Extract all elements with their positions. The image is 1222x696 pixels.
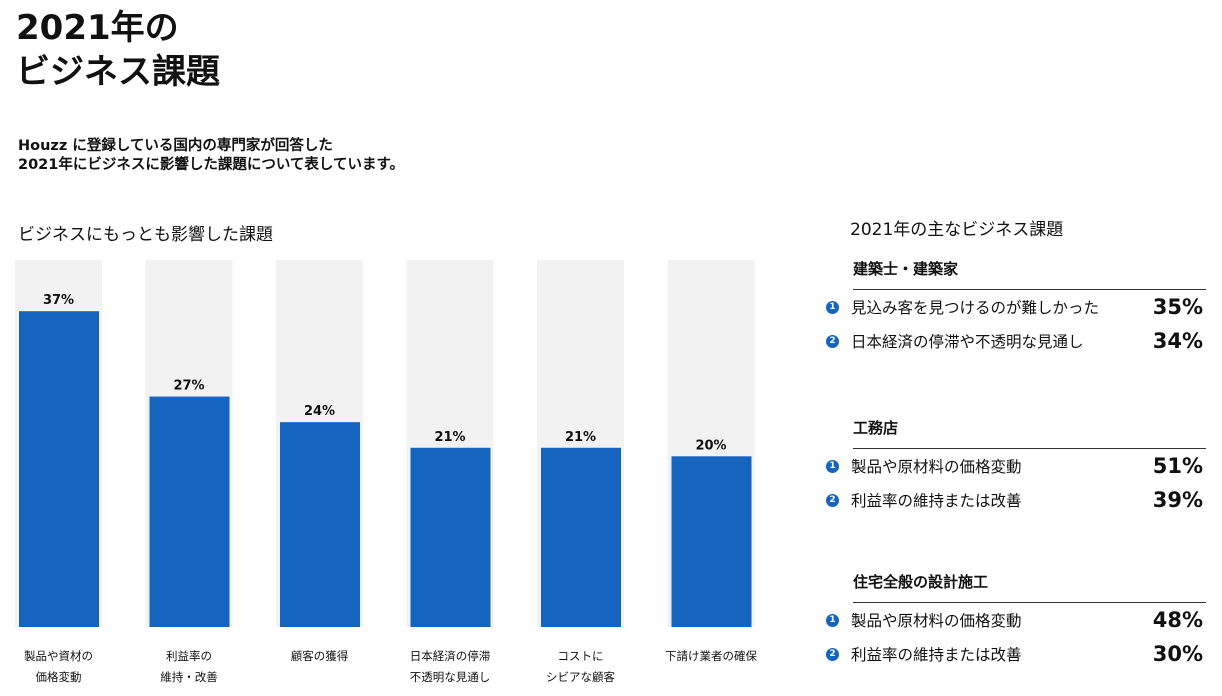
list-item: 1 見込み客を見つけるのが難しかった 35% bbox=[826, 290, 1206, 324]
category-label-line: シビアな顧客 bbox=[546, 670, 615, 684]
page-title: 2021年の ビジネス課題 bbox=[16, 6, 220, 94]
number-badge: 2 bbox=[826, 493, 839, 507]
category-label-line: 顧客の獲得 bbox=[290, 649, 349, 663]
category-label: 顧客の獲得 bbox=[265, 646, 375, 667]
item-label: 日本経済の停滞や不透明な見通し bbox=[851, 333, 1084, 351]
description-line-2: 2021年にビジネスに影響した課題について表しています。 bbox=[18, 157, 405, 173]
bar bbox=[149, 396, 230, 627]
item-label: 製品や原材料の価格変動 bbox=[851, 612, 1022, 630]
side-title: 2021年の主なビジネス課題 bbox=[850, 220, 1064, 240]
category-label-line: 利益率の bbox=[166, 649, 212, 663]
description-line-1: Houzz に登録している国内の専門家が回答した bbox=[18, 138, 333, 154]
category-label: 利益率の 維持・改善 bbox=[134, 646, 244, 688]
bar bbox=[19, 311, 99, 627]
title-line-2: ビジネス課題 bbox=[16, 52, 220, 92]
category-label-line: 価格変動 bbox=[35, 670, 82, 684]
description: Houzz に登録している国内の専門家が回答した 2021年にビジネスに影響した… bbox=[18, 137, 404, 175]
bar bbox=[541, 447, 621, 627]
category-label: 下請け業者の確保 bbox=[656, 646, 766, 667]
category-label-line: 下請け業者の確保 bbox=[665, 649, 757, 663]
item-label: 製品や原材料の価格変動 bbox=[851, 458, 1022, 476]
number-badge: 2 bbox=[826, 334, 839, 348]
category-label: コストにシビアな顧客 bbox=[526, 646, 636, 688]
section-contractors: 工務店 1 製品や原材料の価格変動 51% 2 利益率の維持または改善 39% bbox=[826, 414, 1206, 517]
item-label: 利益率の維持または改善 bbox=[851, 646, 1022, 664]
data-label: 20% bbox=[695, 438, 726, 453]
bar bbox=[410, 447, 491, 627]
category-label: 製品や資材の 価格変動 bbox=[4, 646, 114, 688]
number-badge: 2 bbox=[826, 647, 839, 661]
item-value: 30% bbox=[1152, 642, 1203, 666]
data-label: 27% bbox=[173, 379, 204, 394]
data-label: 37% bbox=[43, 293, 74, 308]
item-value: 34% bbox=[1152, 329, 1203, 353]
item-value: 35% bbox=[1152, 295, 1203, 319]
category-label-line: 維持・改善 bbox=[160, 670, 218, 684]
data-label: 24% bbox=[304, 404, 335, 419]
list-item: 2 利益率の維持または改善 30% bbox=[826, 637, 1206, 671]
number-badge: 1 bbox=[826, 300, 839, 314]
number-badge: 1 bbox=[826, 459, 839, 473]
category-label-line: 製品や資材の bbox=[24, 649, 93, 663]
item-value: 51% bbox=[1152, 454, 1203, 478]
category-label: 日本経済の停滞 不透明な見通し bbox=[395, 646, 505, 688]
data-label: 21% bbox=[434, 430, 465, 445]
item-value: 39% bbox=[1152, 488, 1203, 512]
section-design-build: 住宅全般の設計施工 1 製品や原材料の価格変動 48% 2 利益率の維持または改… bbox=[826, 568, 1206, 671]
data-label: 21% bbox=[565, 430, 596, 445]
section-heading: 住宅全般の設計施工 bbox=[853, 568, 1206, 603]
list-item: 1 製品や原材料の価格変動 51% bbox=[826, 449, 1206, 483]
list-item: 2 利益率の維持または改善 39% bbox=[826, 483, 1206, 517]
list-item: 2 日本経済の停滞や不透明な見通し 34% bbox=[826, 324, 1206, 358]
item-value: 48% bbox=[1152, 608, 1203, 632]
bar bbox=[280, 422, 360, 627]
section-heading: 建築士・建築家 bbox=[853, 255, 1206, 290]
category-label-line: コストに bbox=[557, 649, 604, 663]
list-item: 1 製品や原材料の価格変動 48% bbox=[826, 603, 1206, 637]
item-label: 見込み客を見つけるのが難しかった bbox=[851, 299, 1100, 317]
bar bbox=[671, 456, 752, 627]
section-architects: 建築士・建築家 1 見込み客を見つけるのが難しかった 35% 2 日本経済の停滞… bbox=[826, 255, 1206, 358]
category-label-line: 日本経済の停滞 bbox=[409, 649, 491, 663]
title-line-1: 2021年の bbox=[16, 8, 179, 48]
number-badge: 1 bbox=[826, 613, 839, 627]
chart-title: ビジネスにもっとも影響した課題 bbox=[18, 225, 273, 245]
category-label-line: 不透明な見通し bbox=[409, 670, 491, 684]
item-label: 利益率の維持または改善 bbox=[851, 492, 1022, 510]
section-heading: 工務店 bbox=[853, 414, 1206, 449]
bar-chart: 37% 27% 24% 21% 21% 20% bbox=[15, 260, 755, 627]
